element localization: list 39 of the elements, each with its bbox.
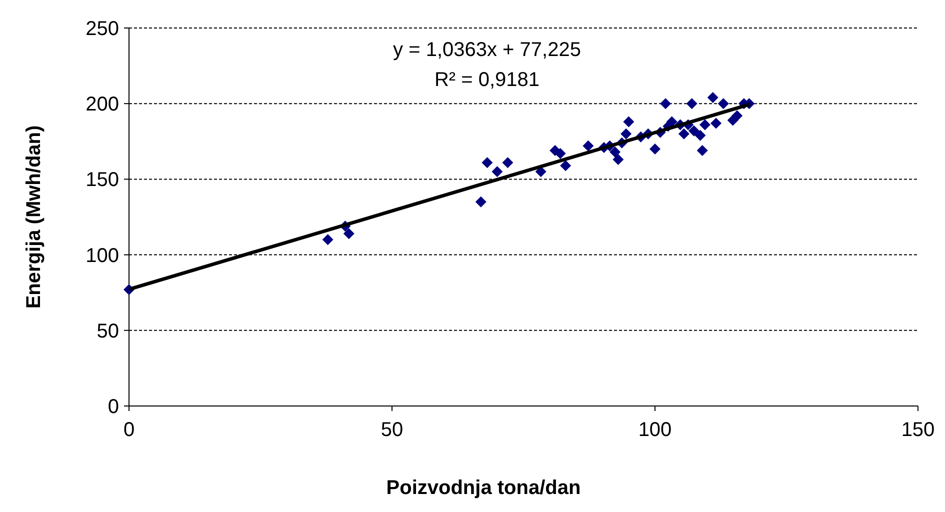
point — [650, 143, 660, 154]
point — [612, 154, 624, 166]
annotation: R² = 0,9181 — [434, 69, 540, 91]
point — [707, 92, 718, 104]
x-tick-label: 100 — [638, 419, 672, 441]
y-tick-label: 50 — [96, 320, 119, 342]
point — [718, 98, 729, 110]
x-tick-label: 150 — [901, 419, 935, 441]
point — [623, 116, 634, 128]
point — [482, 157, 493, 168]
point — [322, 234, 334, 246]
y-tick-label: 250 — [86, 18, 119, 40]
point — [502, 157, 514, 168]
y-tick-label: 100 — [86, 244, 119, 267]
y-tick-label: 0 — [108, 396, 119, 418]
x-tick-label: 0 — [123, 419, 135, 441]
point — [620, 128, 632, 140]
point — [475, 196, 486, 208]
annotation: y = 1,0363x + 77,225 — [393, 39, 581, 61]
point — [699, 119, 710, 130]
point — [343, 228, 354, 240]
point — [686, 98, 698, 110]
point — [696, 144, 708, 156]
x-tick-label: 50 — [380, 419, 404, 441]
point — [688, 125, 700, 136]
point — [732, 110, 743, 122]
y-axis-title: Energija (Mwh/dan) — [23, 125, 45, 309]
point — [582, 140, 594, 152]
point — [554, 148, 566, 159]
y-tick-label: 150 — [86, 169, 119, 192]
point — [710, 118, 722, 129]
point — [610, 146, 621, 158]
point — [660, 98, 672, 110]
point — [560, 160, 572, 172]
point — [694, 130, 706, 141]
x-axis-title: Poizvodnja tona/dan — [386, 477, 581, 499]
point — [492, 166, 503, 178]
point — [678, 128, 690, 140]
y-tick-label: 200 — [86, 94, 119, 116]
